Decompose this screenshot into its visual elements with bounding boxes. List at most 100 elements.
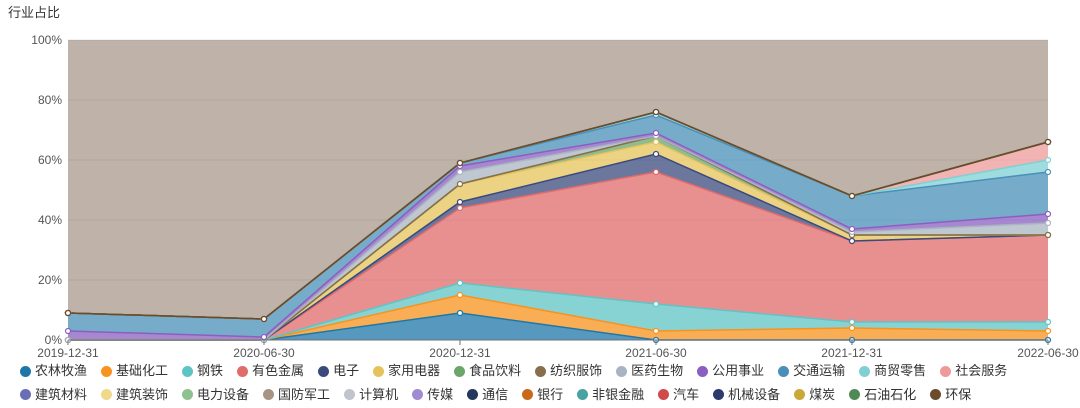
legend: 农林牧渔 基础化工 钢铁 有色金属 电子 家用电器 食品饮料 纺织服饰 医药生物 公用事业 交通运输… bbox=[20, 360, 1070, 407]
legend-marker-icon bbox=[182, 365, 194, 377]
legend-marker-icon bbox=[101, 389, 113, 400]
y-tick-label: 20% bbox=[38, 273, 62, 287]
data-point[interactable] bbox=[260, 333, 268, 341]
legend-label: 家用电器 bbox=[388, 363, 441, 378]
data-point[interactable] bbox=[848, 192, 856, 200]
chart-title: 行业占比 bbox=[8, 5, 61, 20]
legend-marker-icon bbox=[412, 389, 424, 400]
data-point[interactable] bbox=[456, 204, 464, 212]
legend-item[interactable]: 交通运输 bbox=[778, 360, 845, 382]
data-point[interactable] bbox=[652, 108, 660, 116]
legend-label: 环保 bbox=[945, 386, 972, 402]
data-point[interactable] bbox=[456, 309, 464, 317]
legend-item[interactable]: 传媒 bbox=[412, 384, 453, 406]
legend-item[interactable]: 建筑装饰 bbox=[101, 384, 168, 406]
data-point[interactable] bbox=[1044, 156, 1052, 164]
legend-marker-icon bbox=[940, 365, 952, 377]
axis-layer: 0% 20% 40% 60% 80% 100% 2019-12-31 2020-06-30 20… bbox=[31, 33, 1079, 360]
legend-label: 钢铁 bbox=[197, 363, 224, 378]
data-point[interactable] bbox=[456, 180, 464, 188]
data-point[interactable] bbox=[456, 168, 464, 176]
legend-item[interactable]: 银行 bbox=[522, 384, 563, 406]
data-point[interactable] bbox=[1044, 210, 1052, 218]
data-point[interactable] bbox=[1044, 327, 1052, 335]
legend-marker-icon bbox=[344, 389, 356, 400]
data-point[interactable] bbox=[848, 225, 856, 233]
y-tick-label: 60% bbox=[38, 153, 62, 167]
legend-item[interactable]: 医药生物 bbox=[616, 360, 683, 382]
legend-label: 机械设备 bbox=[728, 386, 781, 402]
data-point[interactable] bbox=[456, 279, 464, 287]
data-point[interactable] bbox=[652, 138, 660, 146]
legend-marker-icon bbox=[522, 389, 534, 400]
data-point[interactable] bbox=[64, 309, 72, 317]
legend-label: 汽车 bbox=[673, 386, 700, 402]
legend-item[interactable]: 农林牧渔 bbox=[20, 360, 87, 382]
series-area bbox=[68, 115, 1048, 337]
legend-item[interactable]: 纺织服饰 bbox=[535, 360, 602, 382]
legend-marker-icon bbox=[849, 389, 861, 400]
legend-item[interactable]: 社会服务 bbox=[940, 360, 1007, 382]
legend-item[interactable]: 计算机 bbox=[344, 384, 398, 406]
legend-marker-icon bbox=[20, 389, 31, 400]
legend-item[interactable]: 环保 bbox=[930, 384, 971, 406]
legend-item[interactable]: 公用事业 bbox=[697, 360, 764, 382]
y-tick-label: 40% bbox=[38, 213, 62, 227]
legend-label: 国防军工 bbox=[278, 386, 331, 402]
legend-item[interactable]: 有色金属 bbox=[237, 360, 304, 382]
legend-label: 煤炭 bbox=[809, 386, 836, 402]
legend-label: 传媒 bbox=[427, 386, 454, 402]
x-tick-label: 2021-12-31 bbox=[821, 346, 883, 360]
legend-item[interactable]: 食品饮料 bbox=[454, 360, 521, 382]
legend-label: 计算机 bbox=[359, 386, 399, 402]
legend-item[interactable]: 商贸零售 bbox=[859, 360, 926, 382]
data-point[interactable] bbox=[848, 324, 856, 332]
legend-item[interactable]: 电力设备 bbox=[182, 384, 249, 406]
legend-item[interactable]: 汽车 bbox=[658, 384, 699, 406]
legend-marker-icon bbox=[616, 365, 628, 377]
legend-label: 医药生物 bbox=[631, 363, 684, 378]
legend-item[interactable]: 非银金融 bbox=[577, 384, 644, 406]
data-point[interactable] bbox=[1044, 168, 1052, 176]
legend-item[interactable]: 钢铁 bbox=[182, 360, 223, 382]
data-point[interactable] bbox=[652, 300, 660, 308]
data-point[interactable] bbox=[456, 291, 464, 299]
data-point[interactable] bbox=[652, 150, 660, 158]
data-point[interactable] bbox=[848, 237, 856, 245]
legend-item[interactable]: 基础化工 bbox=[101, 360, 168, 382]
data-point[interactable] bbox=[652, 327, 660, 335]
data-point[interactable] bbox=[456, 198, 464, 206]
legend-label: 商贸零售 bbox=[874, 363, 927, 378]
series-line bbox=[67, 132, 1049, 338]
x-tick-label: 2020-12-31 bbox=[429, 346, 491, 360]
legend-item[interactable]: 煤炭 bbox=[794, 384, 835, 406]
legend-label: 纺织服饰 bbox=[550, 363, 603, 378]
legend-marker-icon bbox=[697, 365, 709, 377]
legend-item[interactable]: 通信 bbox=[467, 384, 508, 406]
data-point[interactable] bbox=[456, 159, 464, 167]
data-point[interactable] bbox=[260, 315, 268, 323]
legend-item[interactable]: 机械设备 bbox=[713, 384, 780, 406]
data-point[interactable] bbox=[1044, 138, 1052, 146]
data-point[interactable] bbox=[1044, 219, 1052, 227]
x-tick-label: 2022-06-30 bbox=[1017, 346, 1079, 360]
data-point[interactable] bbox=[848, 318, 856, 326]
legend-marker-icon bbox=[373, 365, 385, 377]
data-point[interactable] bbox=[652, 168, 660, 176]
legend-marker-icon bbox=[713, 389, 725, 400]
y-tick-label: 100% bbox=[31, 33, 62, 47]
data-point[interactable] bbox=[1044, 318, 1052, 326]
legend-label: 非银金融 bbox=[592, 386, 645, 402]
legend-item[interactable]: 石油石化 bbox=[849, 384, 916, 406]
legend-item[interactable]: 电子 bbox=[318, 360, 359, 382]
legend-marker-icon bbox=[658, 389, 670, 400]
data-point[interactable] bbox=[1044, 231, 1052, 239]
legend-item[interactable]: 家用电器 bbox=[373, 360, 440, 382]
legend-marker-icon bbox=[778, 365, 790, 377]
data-point[interactable] bbox=[652, 129, 660, 137]
legend-marker-icon bbox=[467, 389, 479, 400]
legend-item[interactable]: 国防军工 bbox=[263, 384, 330, 406]
data-point[interactable] bbox=[64, 327, 72, 335]
legend-item[interactable]: 建筑材料 bbox=[20, 384, 87, 406]
legend-label: 电力设备 bbox=[197, 386, 250, 402]
